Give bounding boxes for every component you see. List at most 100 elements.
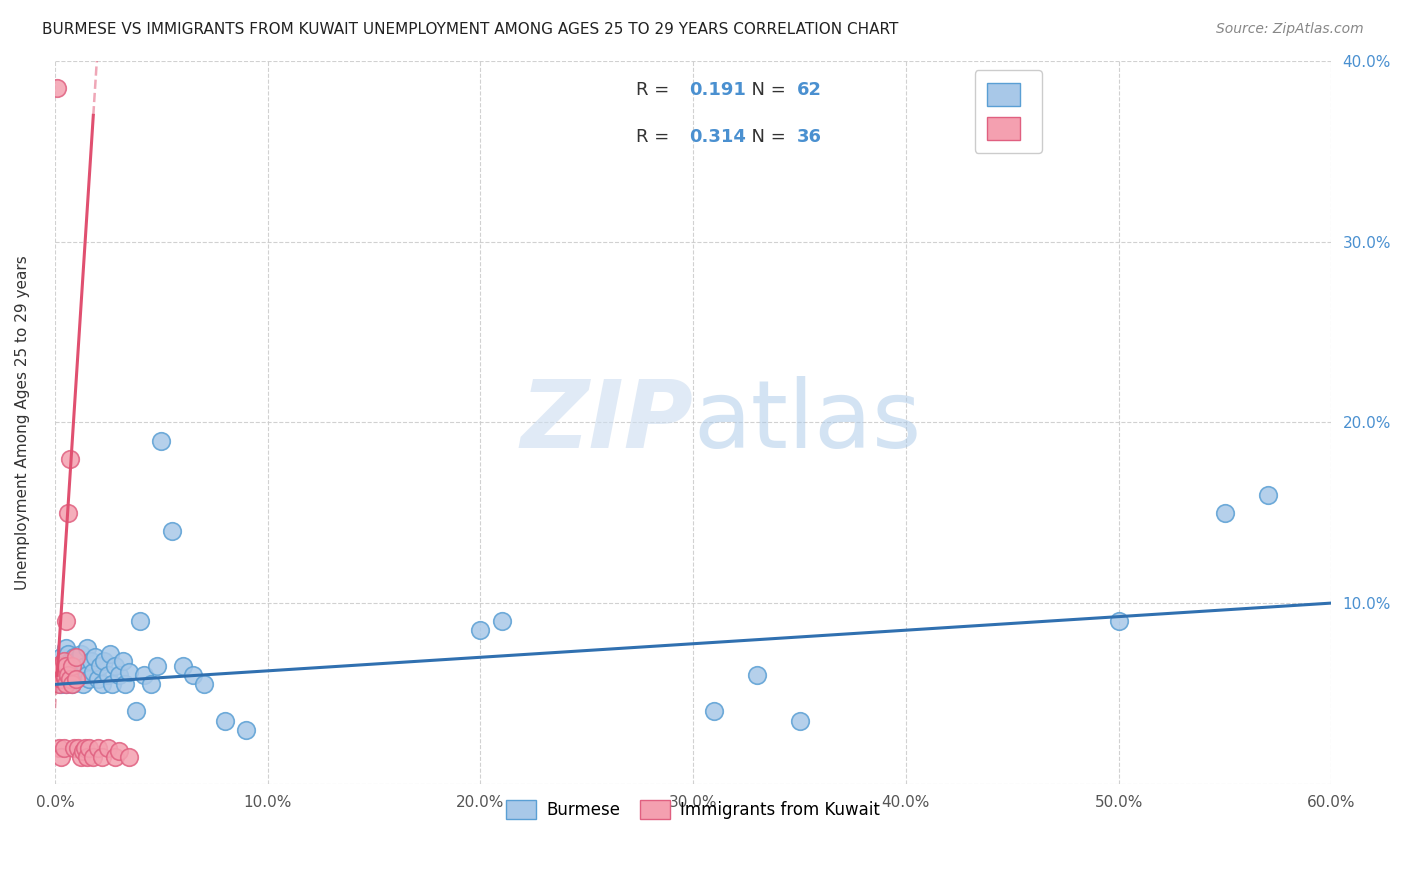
Point bbox=[63, 740, 86, 755]
Text: R =: R = bbox=[636, 128, 675, 145]
Point bbox=[90, 677, 112, 691]
Point bbox=[56, 668, 79, 682]
Text: BURMESE VS IMMIGRANTS FROM KUWAIT UNEMPLOYMENT AMONG AGES 25 TO 29 YEARS CORRELA: BURMESE VS IMMIGRANTS FROM KUWAIT UNEMPL… bbox=[42, 22, 898, 37]
Text: Source: ZipAtlas.com: Source: ZipAtlas.com bbox=[1216, 22, 1364, 37]
Point bbox=[72, 677, 94, 691]
Legend: Burmese, Immigrants from Kuwait: Burmese, Immigrants from Kuwait bbox=[499, 793, 887, 826]
Point bbox=[97, 740, 120, 755]
Point bbox=[82, 749, 104, 764]
Point bbox=[55, 677, 77, 691]
Point bbox=[46, 659, 69, 673]
Point bbox=[114, 677, 136, 691]
Point bbox=[76, 641, 98, 656]
Point bbox=[63, 668, 86, 682]
Point bbox=[59, 654, 82, 668]
Point bbox=[52, 668, 75, 682]
Point bbox=[76, 668, 98, 682]
Text: N =: N = bbox=[741, 81, 792, 99]
Point bbox=[48, 668, 70, 682]
Point bbox=[491, 614, 513, 628]
Point bbox=[84, 650, 107, 665]
Point bbox=[55, 614, 77, 628]
Point bbox=[101, 677, 124, 691]
Point bbox=[112, 654, 135, 668]
Point bbox=[59, 672, 82, 686]
Point bbox=[69, 749, 91, 764]
Point bbox=[125, 705, 148, 719]
Text: R =: R = bbox=[636, 81, 675, 99]
Point bbox=[129, 614, 152, 628]
Point bbox=[77, 740, 100, 755]
Text: 0.314: 0.314 bbox=[689, 128, 747, 145]
Point bbox=[181, 668, 204, 682]
Point bbox=[82, 665, 104, 679]
Point bbox=[214, 714, 236, 728]
Point bbox=[160, 524, 183, 538]
Point bbox=[60, 677, 83, 691]
Point bbox=[55, 659, 77, 673]
Point bbox=[150, 434, 173, 448]
Point bbox=[59, 672, 82, 686]
Point bbox=[60, 677, 83, 691]
Point bbox=[63, 650, 86, 665]
Point bbox=[46, 81, 69, 95]
Text: 62: 62 bbox=[797, 81, 821, 99]
Point bbox=[86, 740, 108, 755]
Point bbox=[193, 677, 215, 691]
Point bbox=[51, 677, 73, 691]
Point bbox=[1257, 488, 1279, 502]
Point bbox=[86, 672, 108, 686]
Point bbox=[235, 723, 257, 737]
Point bbox=[97, 668, 120, 682]
Point bbox=[76, 749, 98, 764]
Point bbox=[48, 677, 70, 691]
Point bbox=[56, 668, 79, 682]
Point bbox=[55, 659, 77, 673]
Point bbox=[48, 740, 70, 755]
Point bbox=[139, 677, 162, 691]
Point bbox=[51, 672, 73, 686]
Point bbox=[73, 659, 96, 673]
Point bbox=[73, 740, 96, 755]
Point bbox=[703, 705, 725, 719]
Text: 0.191: 0.191 bbox=[689, 81, 747, 99]
Point bbox=[69, 668, 91, 682]
Point bbox=[134, 668, 156, 682]
Point bbox=[67, 740, 90, 755]
Point bbox=[789, 714, 811, 728]
Point bbox=[60, 659, 83, 673]
Point bbox=[103, 749, 125, 764]
Point bbox=[118, 665, 141, 679]
Point bbox=[65, 650, 87, 665]
Point bbox=[55, 677, 77, 691]
Point bbox=[52, 654, 75, 668]
Point bbox=[67, 665, 90, 679]
Point bbox=[77, 672, 100, 686]
Point bbox=[1108, 614, 1130, 628]
Point bbox=[51, 659, 73, 673]
Point bbox=[59, 451, 82, 466]
Point bbox=[103, 659, 125, 673]
Point bbox=[172, 659, 194, 673]
Point bbox=[72, 744, 94, 758]
Y-axis label: Unemployment Among Ages 25 to 29 years: Unemployment Among Ages 25 to 29 years bbox=[15, 255, 30, 590]
Point bbox=[56, 506, 79, 520]
Point bbox=[52, 740, 75, 755]
Point bbox=[52, 668, 75, 682]
Point bbox=[146, 659, 169, 673]
Point bbox=[98, 647, 121, 661]
Point bbox=[89, 659, 111, 673]
Point bbox=[93, 654, 115, 668]
Text: N =: N = bbox=[741, 128, 792, 145]
Point bbox=[56, 647, 79, 661]
Point bbox=[60, 659, 83, 673]
Point bbox=[470, 623, 492, 637]
Point bbox=[69, 647, 91, 661]
Point bbox=[51, 650, 73, 665]
Point bbox=[90, 749, 112, 764]
Point bbox=[52, 654, 75, 668]
Point bbox=[108, 668, 131, 682]
Text: 36: 36 bbox=[797, 128, 821, 145]
Point bbox=[1213, 506, 1236, 520]
Point bbox=[745, 668, 768, 682]
